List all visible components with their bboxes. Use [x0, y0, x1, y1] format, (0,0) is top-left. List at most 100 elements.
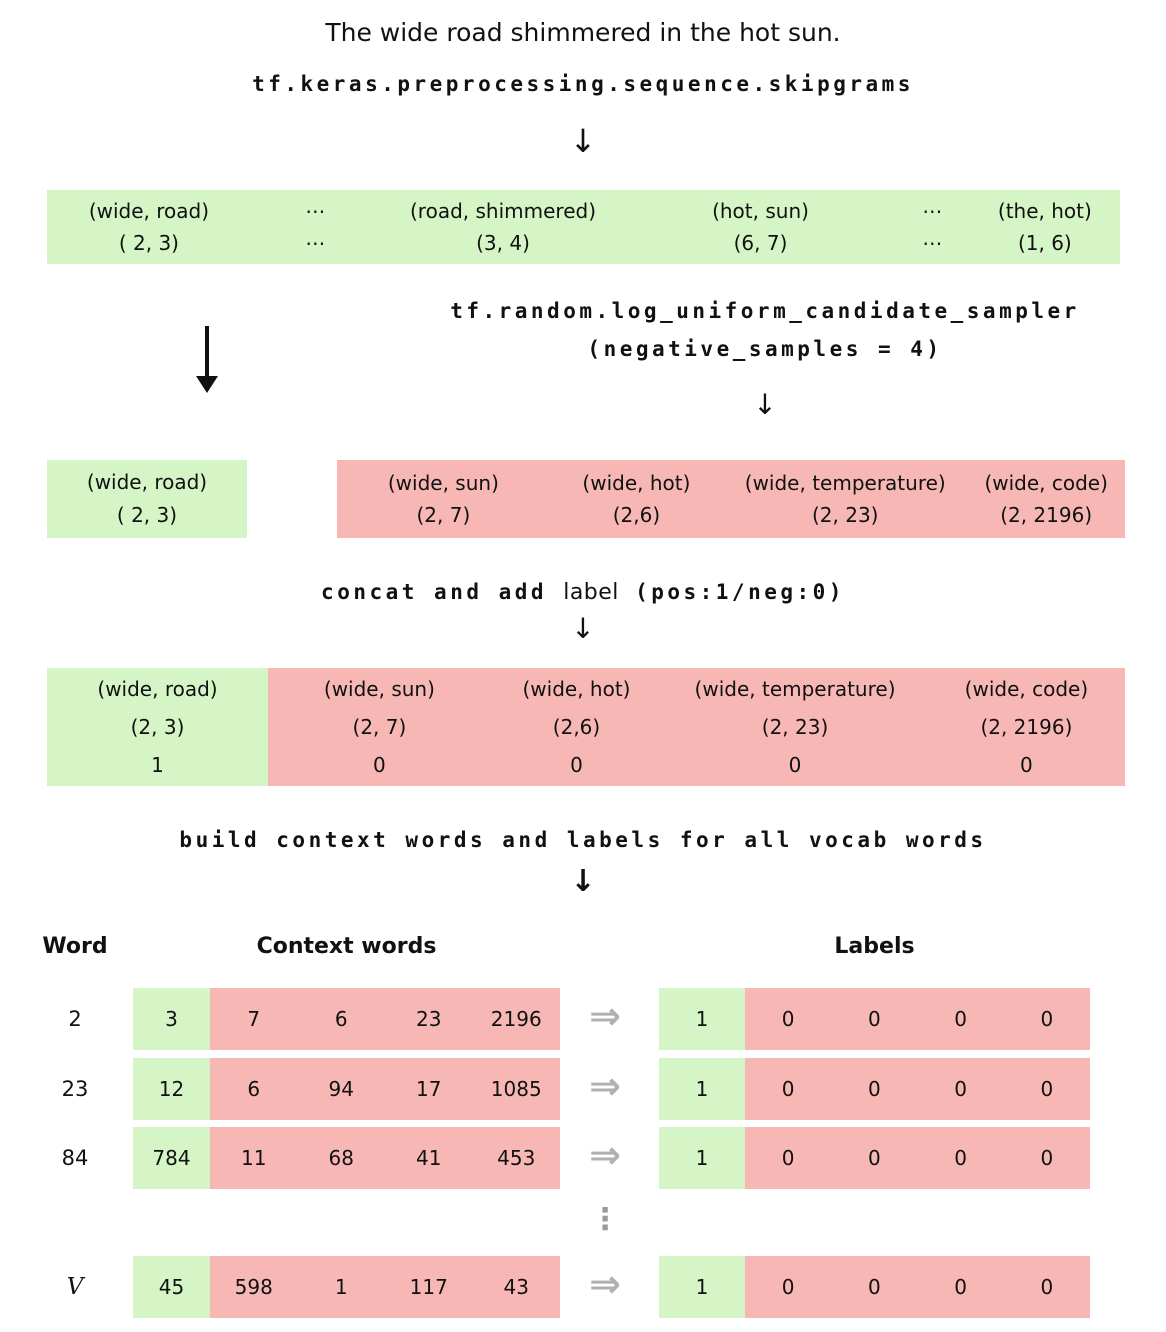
label-positive-cell: 1	[659, 1256, 745, 1318]
context-positive-cell: 3	[133, 988, 210, 1050]
pair-words: (road, shimmered)	[410, 199, 596, 223]
sampler-function-arg: (negative_samples = 4)	[587, 337, 943, 361]
concat-step-text-pre: concat and add	[321, 580, 564, 604]
pair-words: (wide, temperature)	[694, 677, 896, 701]
label-cells: 1 0 0 0 0	[659, 1127, 1090, 1189]
pair-words: (wide, code)	[984, 471, 1108, 495]
negative-sample-cell: (wide, sun) (2, 7)	[337, 467, 550, 531]
skipgrams-function-label: tf.keras.preprocessing.sequence.skipgram…	[252, 72, 914, 96]
double-arrow-icon: ⇒	[589, 1064, 621, 1108]
context-words-cells: 784 11 68 41 453	[133, 1127, 560, 1189]
skipgram-pair-cell: (wide, road) ( 2, 3)	[47, 195, 251, 259]
concat-positive-cell: (wide, road) (2, 3) 1	[47, 668, 268, 786]
context-negative-cell: 453	[472, 1127, 560, 1189]
label-negative-cell: 0	[917, 1256, 1004, 1318]
pair-label: 1	[151, 753, 164, 777]
context-negative-cell: 94	[297, 1058, 385, 1120]
context-column-header: Context words	[256, 934, 437, 959]
pair-label: 0	[788, 753, 802, 777]
skipgram-pair-cell: (the, hot) (1, 6)	[970, 195, 1120, 259]
pair-words: (wide, sun)	[387, 471, 499, 495]
context-negative-cell: 2196	[472, 988, 560, 1050]
label-positive-cell: 1	[659, 1058, 745, 1120]
concat-negative-cell: (wide, sun) (2, 7) 0	[268, 668, 491, 786]
pair-ids: (2,6)	[552, 715, 601, 739]
table-row: V 45 598 1 117 43 ⇒ 1 0 0 0 0	[0, 1256, 1166, 1318]
sentence-title: The wide road shimmered in the hot sun.	[325, 18, 841, 47]
vertical-ellipsis-icon: ⋮	[590, 1202, 620, 1237]
pair-ids: (2, 2196)	[980, 715, 1073, 739]
pair-ids: (2, 2196)	[1000, 503, 1093, 527]
down-arrow-icon: ↓	[753, 388, 777, 421]
skipgram-pair-cell: (hot, sun) (6, 7)	[626, 195, 894, 259]
label-negative-cell: 0	[1003, 988, 1090, 1050]
context-negative-cell: 598	[210, 1256, 298, 1318]
concat-box: (wide, road) (2, 3) 1 (wide, sun) (2, 7)…	[47, 668, 1125, 786]
context-negative-cell: 6	[210, 1058, 298, 1120]
context-negative-cell: 7	[210, 988, 298, 1050]
pair-words: (the, hot)	[997, 199, 1092, 223]
pair-words: (wide, sun)	[323, 677, 435, 701]
pair-ids: (2,6)	[612, 503, 661, 527]
label-negative-cell: 0	[1003, 1127, 1090, 1189]
context-negative-cell: 11	[210, 1127, 298, 1189]
context-negative-cell: 43	[472, 1256, 560, 1318]
label-cells: 1 0 0 0 0	[659, 1058, 1090, 1120]
label-cells: 1 0 0 0 0	[659, 1256, 1090, 1318]
pair-label: 0	[373, 753, 386, 777]
label-negative-cell: 0	[831, 1256, 918, 1318]
label-negative-cell: 0	[831, 1127, 918, 1189]
pair-ids: (2, 23)	[761, 715, 829, 739]
context-negative-cell: 1	[297, 1256, 385, 1318]
horizontal-ellipsis-icon: ⋯	[922, 199, 943, 223]
double-arrow-icon: ⇒	[589, 1133, 621, 1177]
pair-words: (wide, code)	[964, 677, 1089, 701]
pair-words: (wide, temperature)	[744, 471, 946, 495]
label-negative-cell: 0	[917, 1127, 1004, 1189]
pair-ids: (2, 7)	[352, 715, 407, 739]
context-words-cells: 12 6 94 17 1085	[133, 1058, 560, 1120]
pair-words: (wide, road)	[88, 199, 210, 223]
word-id: 23	[61, 1077, 89, 1101]
pair-ids: (1, 6)	[1017, 231, 1072, 255]
pair-ids: (6, 7)	[733, 231, 788, 255]
ellipsis-cell: ⋯ ⋯	[895, 195, 970, 259]
horizontal-ellipsis-icon: ⋯	[305, 199, 326, 223]
negative-sample-cell: (wide, code) (2, 2196)	[967, 467, 1125, 531]
horizontal-ellipsis-icon: ⋯	[305, 231, 326, 255]
pair-words: (wide, road)	[97, 677, 218, 701]
pair-words: (wide, hot)	[582, 471, 691, 495]
label-cells: 1 0 0 0 0	[659, 988, 1090, 1050]
down-arrow-icon: ↓	[571, 612, 595, 645]
ellipsis-cell: ⋯ ⋯	[251, 195, 380, 259]
pair-ids: ( 2, 3)	[118, 231, 179, 255]
context-negative-cell: 41	[385, 1127, 473, 1189]
positive-sample-box: (wide, road) ( 2, 3)	[47, 460, 247, 538]
context-positive-cell: 12	[133, 1058, 210, 1120]
double-arrow-icon: ⇒	[589, 994, 621, 1038]
context-negative-cell: 1085	[472, 1058, 560, 1120]
label-positive-cell: 1	[659, 1127, 745, 1189]
pair-words: (wide, hot)	[522, 677, 631, 701]
skipgram-pair-cell: (road, shimmered) (3, 4)	[380, 195, 627, 259]
context-positive-cell: 45	[133, 1256, 210, 1318]
label-negative-cell: 0	[1003, 1256, 1090, 1318]
pair-ids: (2, 7)	[416, 503, 471, 527]
double-arrow-icon: ⇒	[589, 1262, 621, 1306]
context-positive-cell: 784	[133, 1127, 210, 1189]
label-negative-cell: 0	[745, 988, 832, 1050]
label-negative-cell: 0	[917, 988, 1004, 1050]
label-negative-cell: 0	[745, 1256, 832, 1318]
context-negative-cell: 17	[385, 1058, 473, 1120]
build-step-label: build context words and labels for all v…	[179, 828, 987, 852]
label-negative-cell: 0	[1003, 1058, 1090, 1120]
negative-samples-box: (wide, sun) (2, 7) (wide, hot) (2,6) (wi…	[337, 460, 1125, 538]
down-arrow-icon	[196, 326, 218, 393]
sampler-function-label: tf.random.log_uniform_candidate_sampler …	[400, 292, 1130, 368]
horizontal-ellipsis-icon: ⋯	[922, 231, 943, 255]
negative-sample-cell: (wide, temperature) (2, 23)	[723, 467, 967, 531]
concat-step-word: label	[563, 580, 619, 605]
concat-negative-cell: (wide, code) (2, 2196) 0	[928, 668, 1125, 786]
concat-negative-cell: (wide, hot) (2,6) 0	[491, 668, 662, 786]
word-id: 2	[68, 1007, 82, 1031]
